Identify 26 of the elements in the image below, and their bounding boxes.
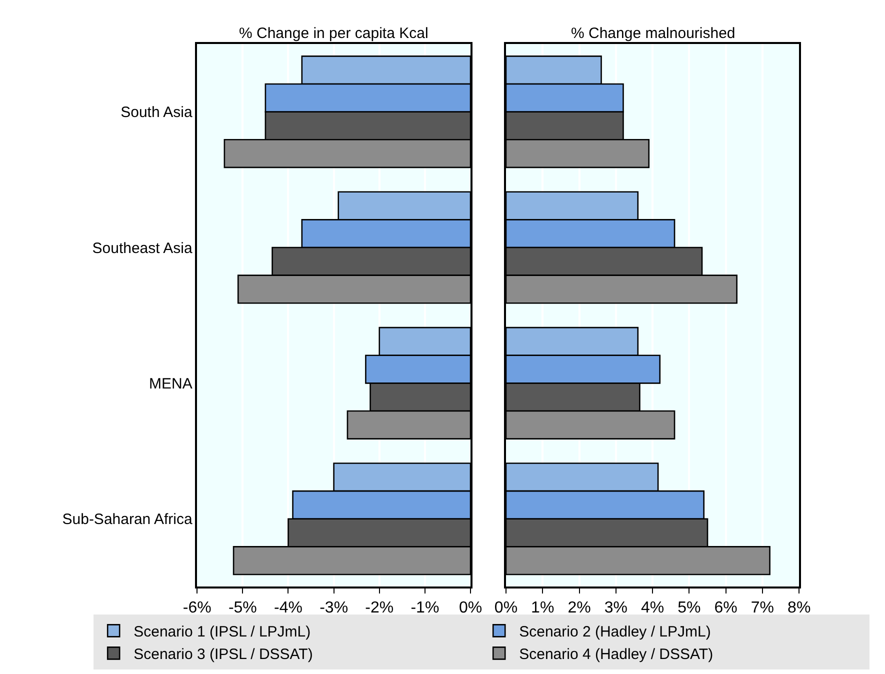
x-tick-label: 4%	[640, 600, 664, 617]
x-tick-label: 2%	[568, 600, 591, 617]
x-tick-label: -4%	[274, 600, 302, 617]
chart-title: % Change malnourished	[571, 25, 736, 42]
y-tick-label: Southeast Asia	[92, 240, 193, 257]
legend-label: Scenario 3 (IPSL / DSSAT)	[134, 646, 313, 664]
x-tick-label: 8%	[788, 600, 811, 617]
x-tick-label: -2%	[365, 600, 394, 617]
x-tick-label: -1%	[410, 600, 440, 617]
x-tick-label: 3%	[604, 600, 628, 617]
y-tick-label: MENA	[148, 375, 192, 392]
y-tick-label: Sub-Saharan Africa	[62, 511, 193, 528]
y-tick-label: South Asia	[120, 104, 193, 122]
x-tick-label: 0%	[494, 600, 518, 617]
x-tick-label: 7%	[750, 600, 774, 617]
x-tick-label: 5%	[678, 600, 701, 617]
x-tick-label: -6%	[182, 600, 212, 617]
x-tick-label: -5%	[228, 600, 257, 617]
x-tick-label: 6%	[714, 600, 738, 617]
chart-title: % Change in per capita Kcal	[239, 25, 428, 42]
x-tick-label: 1%	[531, 600, 554, 617]
legend-label: Scenario 4 (Hadley / DSSAT)	[519, 646, 714, 664]
legend-label: Scenario 2 (Hadley / LPJmL)	[519, 624, 711, 641]
x-tick-label: -3%	[320, 600, 348, 617]
x-tick-label: 0%	[458, 600, 482, 617]
legend-label: Scenario 1 (IPSL / LPJmL)	[134, 624, 311, 641]
